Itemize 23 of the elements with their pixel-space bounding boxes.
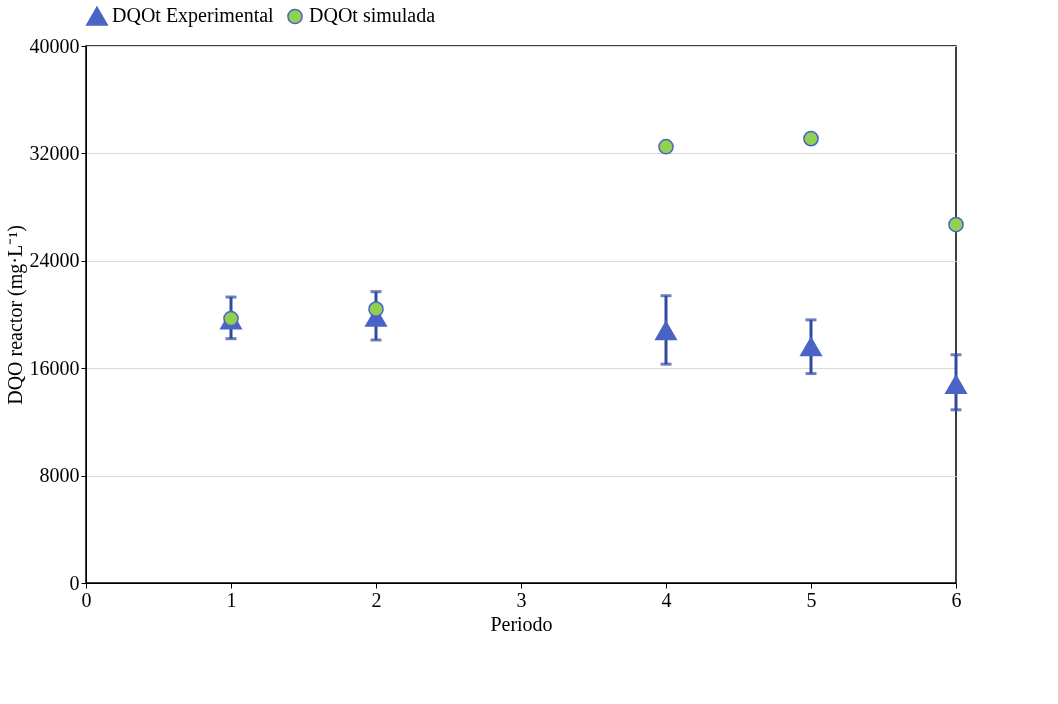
point	[655, 320, 677, 341]
point	[800, 337, 822, 357]
point	[945, 374, 967, 394]
x-tick-label: 1	[226, 588, 237, 611]
x-tick-label: 4	[661, 588, 672, 611]
point	[803, 130, 819, 147]
x-axis-title: Periodo	[490, 612, 553, 635]
y-tick-label: 0	[69, 571, 80, 594]
legend-label: DQOt simulada	[309, 4, 436, 27]
y-axis-title: DQO reactor (mg·L⁻¹)	[3, 225, 27, 405]
y-tick-label: 16000	[29, 356, 80, 379]
y-tick-label: 40000	[29, 34, 80, 57]
y-tick-label: 32000	[29, 141, 80, 164]
x-tick-label: 2	[371, 588, 382, 611]
point	[658, 138, 674, 155]
x-tick-label: 3	[516, 588, 527, 611]
x-tick-label: 6	[951, 588, 962, 611]
y-tick-label: 8000	[39, 464, 80, 487]
legend-label: DQOt Experimental	[112, 4, 275, 28]
x-tick-label: 5	[806, 588, 817, 611]
y-tick-label: 24000	[29, 249, 80, 272]
point	[948, 216, 964, 233]
point	[368, 301, 384, 317]
